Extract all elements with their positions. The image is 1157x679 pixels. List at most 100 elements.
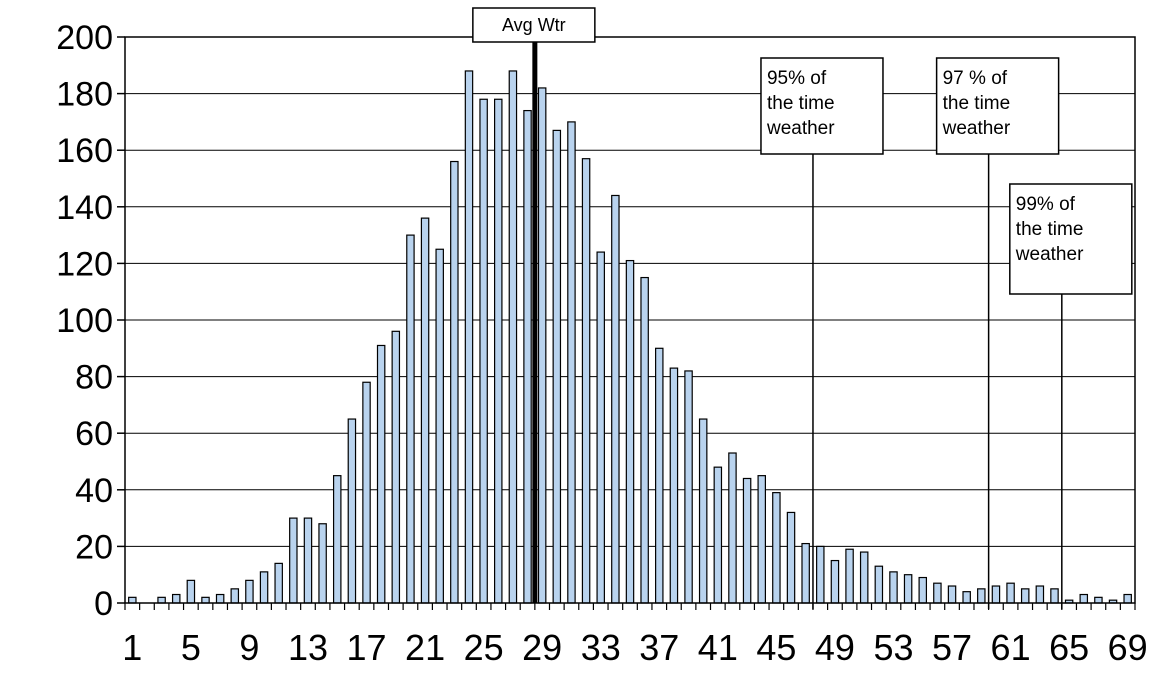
bar — [406, 234, 415, 604]
y-tick-label: 0 — [94, 585, 113, 623]
annotation-text: 99% of — [1016, 194, 1076, 215]
x-tick-label: 37 — [639, 627, 679, 668]
bar — [1050, 588, 1059, 604]
annotation-box — [760, 57, 884, 155]
y-tick-label: 80 — [75, 359, 113, 397]
bar — [977, 588, 986, 604]
bar — [874, 565, 884, 604]
bar — [347, 418, 357, 604]
x-tick-label: 5 — [181, 627, 201, 668]
bar — [464, 70, 474, 604]
bar — [640, 276, 649, 604]
y-tick-label: 40 — [75, 472, 113, 510]
x-axis-ticks: 1 5 9 13 17 21 25 29 33 37 41 45 49 53 57 61 65 69 — [122, 603, 1148, 668]
bar — [698, 418, 708, 604]
x-tick-label: 29 — [522, 627, 562, 668]
x-tick-label: 21 — [405, 627, 445, 668]
bar — [1006, 582, 1015, 604]
y-tick-label: 160 — [56, 132, 113, 170]
x-tick-label: 65 — [1049, 627, 1089, 668]
bar — [215, 593, 225, 604]
avg-weather-box — [472, 7, 596, 43]
bar — [611, 194, 620, 604]
bar — [523, 109, 532, 604]
bar — [186, 579, 196, 604]
y-tick-label: 20 — [75, 528, 113, 566]
annotation-box — [1009, 183, 1133, 295]
annotation-text: weather — [1015, 244, 1084, 265]
x-tick-label: 33 — [581, 627, 621, 668]
annotation-text: the time — [767, 93, 835, 114]
bar — [318, 523, 327, 604]
bar — [669, 367, 679, 604]
bar — [494, 98, 503, 604]
bar — [391, 330, 401, 604]
bar — [567, 121, 576, 604]
bar — [625, 259, 635, 604]
bar — [1079, 593, 1089, 604]
bar — [830, 559, 840, 604]
y-tick-label: 100 — [56, 302, 113, 340]
bar — [889, 571, 898, 604]
x-tick-label: 69 — [1108, 627, 1148, 668]
bar — [742, 477, 752, 604]
x-tick-label: 13 — [288, 627, 328, 668]
bar — [1094, 596, 1103, 604]
bar — [274, 562, 283, 604]
bar — [362, 381, 371, 604]
bar — [1020, 588, 1030, 604]
y-tick-label: 120 — [56, 245, 113, 283]
bar — [859, 551, 869, 604]
bar — [962, 591, 971, 604]
bar — [1123, 593, 1132, 604]
x-tick-label: 61 — [991, 627, 1031, 668]
bar — [128, 596, 137, 604]
x-tick-label: 1 — [122, 627, 142, 668]
annotation-text: the time — [943, 93, 1011, 114]
x-tick-label: 53 — [873, 627, 913, 668]
y-tick-label: 180 — [56, 76, 113, 114]
bar — [259, 571, 269, 604]
bar — [947, 585, 957, 604]
x-tick-label: 45 — [756, 627, 796, 668]
bar — [157, 596, 166, 604]
x-tick-label: 17 — [346, 627, 386, 668]
annotation-text: weather — [766, 118, 835, 139]
bar — [786, 511, 796, 604]
bar — [479, 98, 488, 604]
bar — [171, 593, 181, 604]
bar — [728, 452, 737, 604]
annotation-text: the time — [1016, 219, 1084, 240]
bar — [245, 579, 254, 604]
bar — [903, 574, 913, 604]
annotation-box — [935, 57, 1060, 155]
bar — [201, 596, 210, 604]
x-tick-label: 57 — [932, 627, 972, 668]
bar — [289, 517, 298, 604]
bar — [772, 492, 781, 604]
bar — [845, 548, 854, 604]
bar — [508, 70, 518, 604]
bar — [991, 585, 1001, 604]
annotation-text: 95% of — [767, 68, 827, 89]
bar — [537, 87, 547, 604]
bar — [435, 248, 444, 604]
y-tick-label: 60 — [75, 415, 113, 453]
y-axis-ticks: 0 20 40 60 80 100 120 140 160 180 200 — [56, 19, 125, 623]
bar — [581, 158, 591, 604]
x-tick-label: 41 — [698, 627, 738, 668]
y-tick-label: 140 — [56, 189, 113, 227]
annotation-text: weather — [942, 118, 1011, 139]
bar — [332, 475, 342, 604]
bar — [816, 545, 825, 604]
bar — [918, 576, 928, 604]
bar — [376, 344, 386, 604]
bar — [655, 347, 664, 604]
bar — [801, 542, 810, 604]
bar — [684, 370, 693, 604]
bar — [552, 129, 562, 604]
x-tick-label: 49 — [815, 627, 855, 668]
bar — [420, 217, 430, 604]
bar — [757, 475, 766, 604]
